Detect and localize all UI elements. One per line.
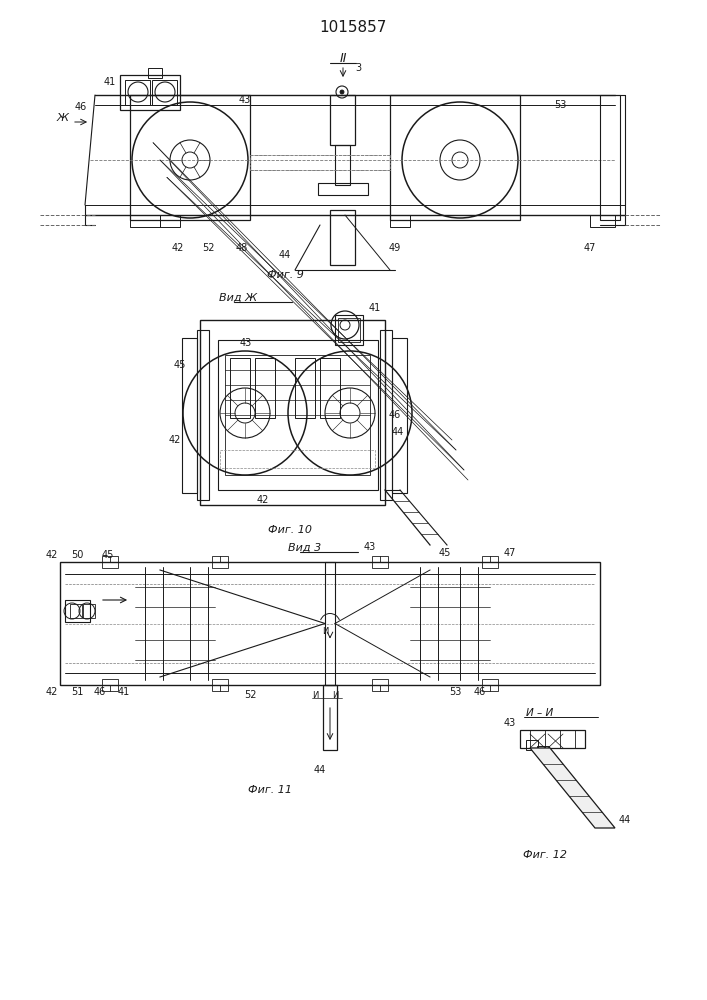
Bar [218,340,378,490]
Bar [182,338,197,493]
Bar [330,95,355,145]
Text: 52: 52 [201,243,214,253]
Bar [323,685,337,750]
Bar [380,330,392,500]
Bar [70,604,82,618]
Bar [392,338,407,493]
Text: Вид 3: Вид 3 [288,543,322,553]
Bar [130,215,160,227]
Text: 49: 49 [389,243,401,253]
Text: 47: 47 [584,243,596,253]
Bar [120,75,180,110]
Bar [590,215,615,227]
Bar [212,679,228,691]
Text: 43: 43 [240,338,252,348]
Text: Фиг. 9: Фиг. 9 [267,270,303,280]
Bar [520,730,585,748]
Text: Фиг. 12: Фиг. 12 [523,850,567,860]
Text: 41: 41 [118,687,130,697]
Text: 43: 43 [504,718,516,728]
Text: II: II [339,51,346,64]
Text: 46: 46 [474,687,486,697]
Bar [295,358,315,418]
Text: 44: 44 [619,815,631,825]
Bar [325,562,335,685]
Text: 42: 42 [46,687,58,697]
Bar [225,355,370,475]
Text: 44: 44 [392,427,404,437]
Text: 42: 42 [169,435,181,445]
Bar [220,450,375,468]
Text: 44: 44 [314,765,326,775]
Bar [200,320,385,505]
Bar [60,562,600,685]
Text: И: И [322,627,328,636]
Bar [482,679,498,691]
Bar [125,80,150,105]
Bar [318,183,368,195]
Text: 46: 46 [75,102,87,112]
Text: 45: 45 [174,360,186,370]
Bar [130,95,250,220]
Text: И: И [332,690,338,700]
Bar [102,679,118,691]
Text: 48: 48 [236,243,248,253]
Text: 42: 42 [172,243,185,253]
Bar [152,80,177,105]
Text: 52: 52 [244,690,256,700]
Text: И: И [312,690,318,700]
Bar [102,556,118,568]
Bar [148,68,162,78]
Text: 41: 41 [369,303,381,313]
Bar [335,145,350,185]
Bar [320,358,340,418]
Bar [230,358,250,418]
Text: 41: 41 [104,77,116,87]
Text: 51: 51 [71,687,83,697]
Text: Фиг. 11: Фиг. 11 [248,785,292,795]
Bar [330,210,355,265]
Text: 43: 43 [239,95,251,105]
Bar [372,556,388,568]
Bar [372,679,388,691]
Bar [390,215,410,227]
Bar [338,318,360,342]
Text: Вид Ж: Вид Ж [219,293,257,303]
Text: 50: 50 [71,550,83,560]
Text: 42: 42 [46,550,58,560]
Bar [335,315,363,345]
Bar [537,746,549,754]
Bar [482,556,498,568]
Text: Ж: Ж [57,113,69,123]
Bar [197,330,209,500]
Polygon shape [530,748,615,828]
Text: 46: 46 [94,687,106,697]
Text: 43: 43 [364,542,376,552]
Text: 46: 46 [389,410,401,420]
Text: 47: 47 [504,548,516,558]
Bar [212,556,228,568]
Text: 53: 53 [554,100,566,110]
Circle shape [340,90,344,94]
Text: 45: 45 [102,550,115,560]
Bar [255,358,275,418]
Bar [65,600,90,622]
Text: 42: 42 [257,495,269,505]
Text: Фиг. 10: Фиг. 10 [268,525,312,535]
Text: И – И: И – И [527,708,554,718]
Text: 44: 44 [279,250,291,260]
Bar [250,155,390,170]
Bar [600,95,620,220]
Text: 1015857: 1015857 [320,20,387,35]
Bar [526,740,538,750]
Bar [160,215,180,227]
Text: 45: 45 [439,548,451,558]
Bar [83,604,95,618]
Text: 53: 53 [449,687,461,697]
Text: 3: 3 [355,63,361,73]
Bar [390,95,520,220]
